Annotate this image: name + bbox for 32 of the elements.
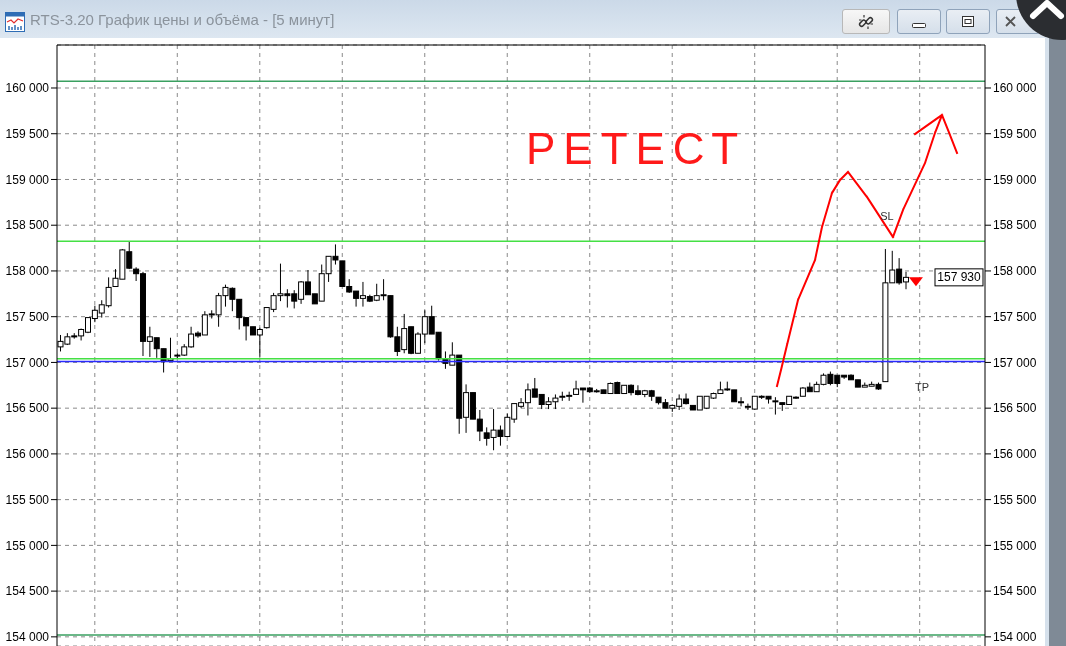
y-tick-label: 160 000 — [5, 81, 50, 96]
y2-tick-label: 156 000 — [993, 447, 1037, 462]
y-tick-label: 158 000 — [5, 264, 50, 279]
y-tick-label: 154 500 — [5, 584, 50, 599]
y-tick-label: 159 000 — [5, 172, 50, 187]
y2-tick-label: 155 000 — [993, 538, 1037, 553]
y2-tick-label: 154 000 — [993, 630, 1037, 645]
y-tick-label: 159 500 — [5, 126, 50, 141]
y-tick-label: 157 500 — [5, 309, 50, 324]
annotation: РЕТЕСТ — [525, 124, 747, 173]
chart-title: RTS-3.20 График цены и объёма - [5 минут] — [30, 11, 335, 28]
y2-tick-label: 158 500 — [993, 218, 1037, 233]
y2-tick-label: 159 000 — [993, 172, 1037, 187]
y-tick-label: 156 000 — [5, 447, 50, 462]
y-tick-label: 155 000 — [5, 538, 50, 553]
y-tick-label: 157 000 — [5, 355, 50, 370]
y-tick-label: 158 500 — [5, 218, 50, 233]
y2-tick-label: 159 500 — [993, 126, 1037, 141]
y-tick-label: 156 500 — [5, 401, 50, 416]
y2-tick-label: 157 500 — [993, 309, 1037, 324]
y2-tick-label: 157 000 — [993, 355, 1037, 370]
y2-tick-label: 160 000 — [993, 81, 1037, 96]
y-tick-label: 154 000 — [5, 630, 50, 645]
y-tick-label: 155 500 — [5, 492, 50, 507]
title-bar: RTS-3.20 График цены и объёма - [5 минут] — [0, 0, 1045, 38]
y2-tick-label: 158 000 — [993, 264, 1037, 279]
y2-tick-label: 155 500 — [993, 492, 1037, 507]
y2-tick-label: 154 500 — [993, 584, 1037, 599]
candlestick — [772, 396, 779, 416]
annotation: TP — [914, 381, 929, 393]
annotation: SL — [880, 210, 894, 222]
y2-tick-label: 156 500 — [993, 401, 1037, 416]
